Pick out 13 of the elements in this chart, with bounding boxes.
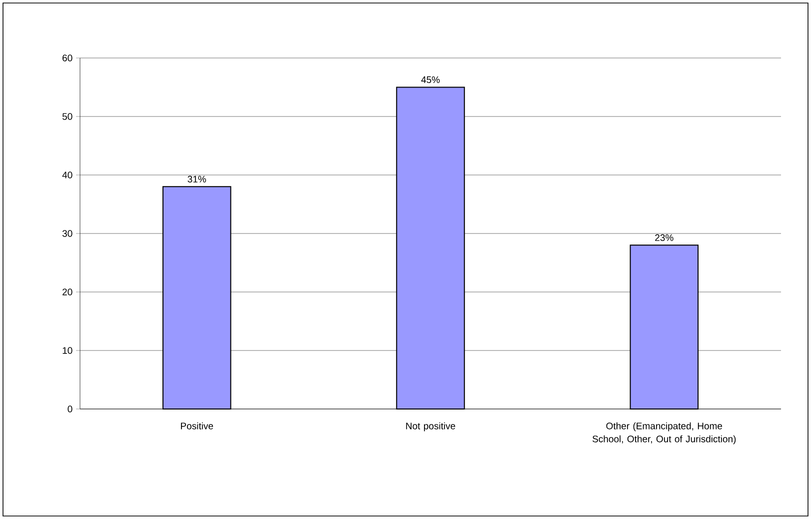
annotation: 45% [421,76,440,84]
x-tick-label: Other (Emancipated, Home School, Other, Out of Jurisdiction) [592,422,736,444]
y-tick-label: 60 [62,54,72,62]
annotation: 23% [655,234,674,241]
y-tick-label: 30 [62,230,72,237]
x-tick-label: Positive [180,422,214,430]
x-tick-label: Not positive [406,422,456,432]
y-tick-label: 50 [62,113,72,120]
y-tick-label: 20 [62,288,72,296]
y-tick-label: 40 [62,172,72,178]
y-tick-label: 0 [68,406,72,412]
annotation: 31% [188,176,206,182]
y-tick-label: 10 [62,347,72,354]
